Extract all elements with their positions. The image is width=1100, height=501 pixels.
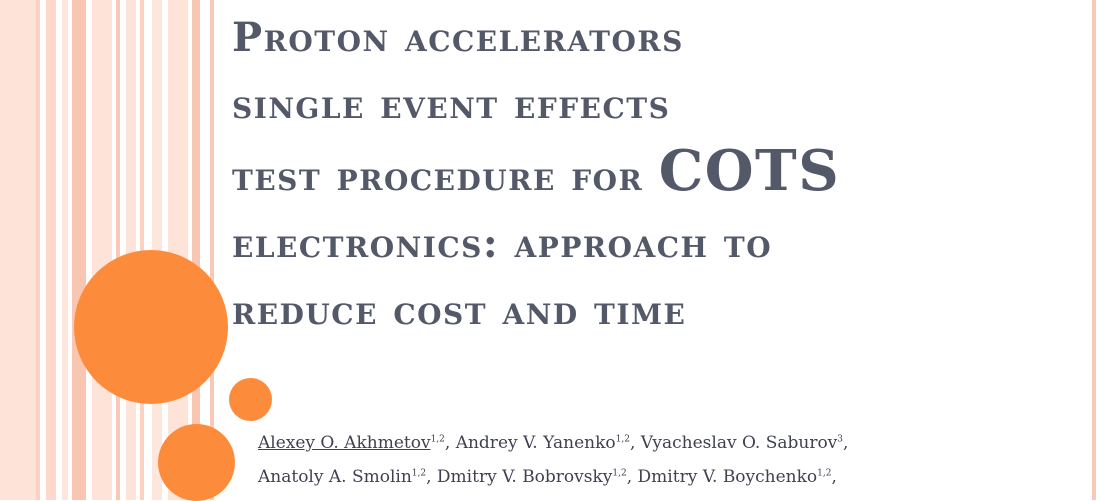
title-line-3: test procedure for COTS	[232, 138, 1082, 210]
author-name: Vyacheslav O. Saburov	[640, 433, 838, 453]
decor-stripe	[92, 0, 112, 500]
author-name: Andrey V. Yanenko	[455, 433, 616, 453]
decor-circle-large	[74, 250, 228, 404]
title-line-3-text: test procedure for	[232, 153, 659, 200]
decor-stripe	[126, 0, 136, 500]
decor-circle-medium	[158, 424, 235, 501]
decor-stripe	[46, 0, 56, 500]
author-separator: ,	[831, 467, 837, 487]
author-separator: ,	[843, 433, 849, 453]
author-affiliation: 1,2	[612, 468, 627, 479]
title-line-4: electronics: approach to	[232, 220, 773, 267]
authors-list: Alexey O. Akhmetov1,2, Andrey V. Yanenko…	[258, 426, 1078, 494]
panel-border-left	[210, 0, 214, 500]
decor-stripe	[36, 0, 40, 500]
author-separator: ,	[626, 467, 638, 487]
authors-line-2: Anatoly A. Smolin1,2, Dmitry V. Bobrovsk…	[258, 460, 1078, 494]
author-affiliation: 1,2	[615, 434, 630, 445]
author-affiliation: 1,2	[430, 434, 445, 445]
authors-line-1: Alexey O. Akhmetov1,2, Andrey V. Yanenko…	[258, 426, 1078, 460]
title-line-2: single event effects	[232, 81, 671, 128]
slide-content-panel	[210, 0, 1096, 500]
title-line-5: reduce cost and time	[232, 287, 687, 334]
decor-stripe	[116, 0, 120, 500]
author-separator: ,	[444, 433, 456, 453]
slide-title: Proton accelerators single event effects…	[232, 4, 1082, 344]
author-name: Dmitry V. Boychenko	[637, 467, 818, 487]
title-line-1: Proton accelerators	[232, 14, 684, 61]
panel-border-right	[1092, 0, 1096, 500]
decor-circle-small	[229, 378, 272, 421]
author-affiliation: 1,2	[411, 468, 427, 479]
author-affiliation: 3	[837, 434, 844, 445]
title-cots: COTS	[658, 138, 841, 204]
author-affiliation: 1,2	[817, 468, 832, 479]
author-separator: ,	[426, 467, 437, 487]
author-name: Dmitry V. Bobrovsky	[436, 467, 613, 487]
decor-stripe	[192, 0, 200, 500]
decor-stripe	[62, 0, 68, 500]
decor-stripe	[72, 0, 86, 500]
author-separator: ,	[629, 433, 641, 453]
decor-stripe	[0, 0, 36, 500]
author-name: Anatoly A. Smolin	[258, 467, 412, 487]
author-name: Alexey O. Akhmetov	[258, 433, 431, 453]
